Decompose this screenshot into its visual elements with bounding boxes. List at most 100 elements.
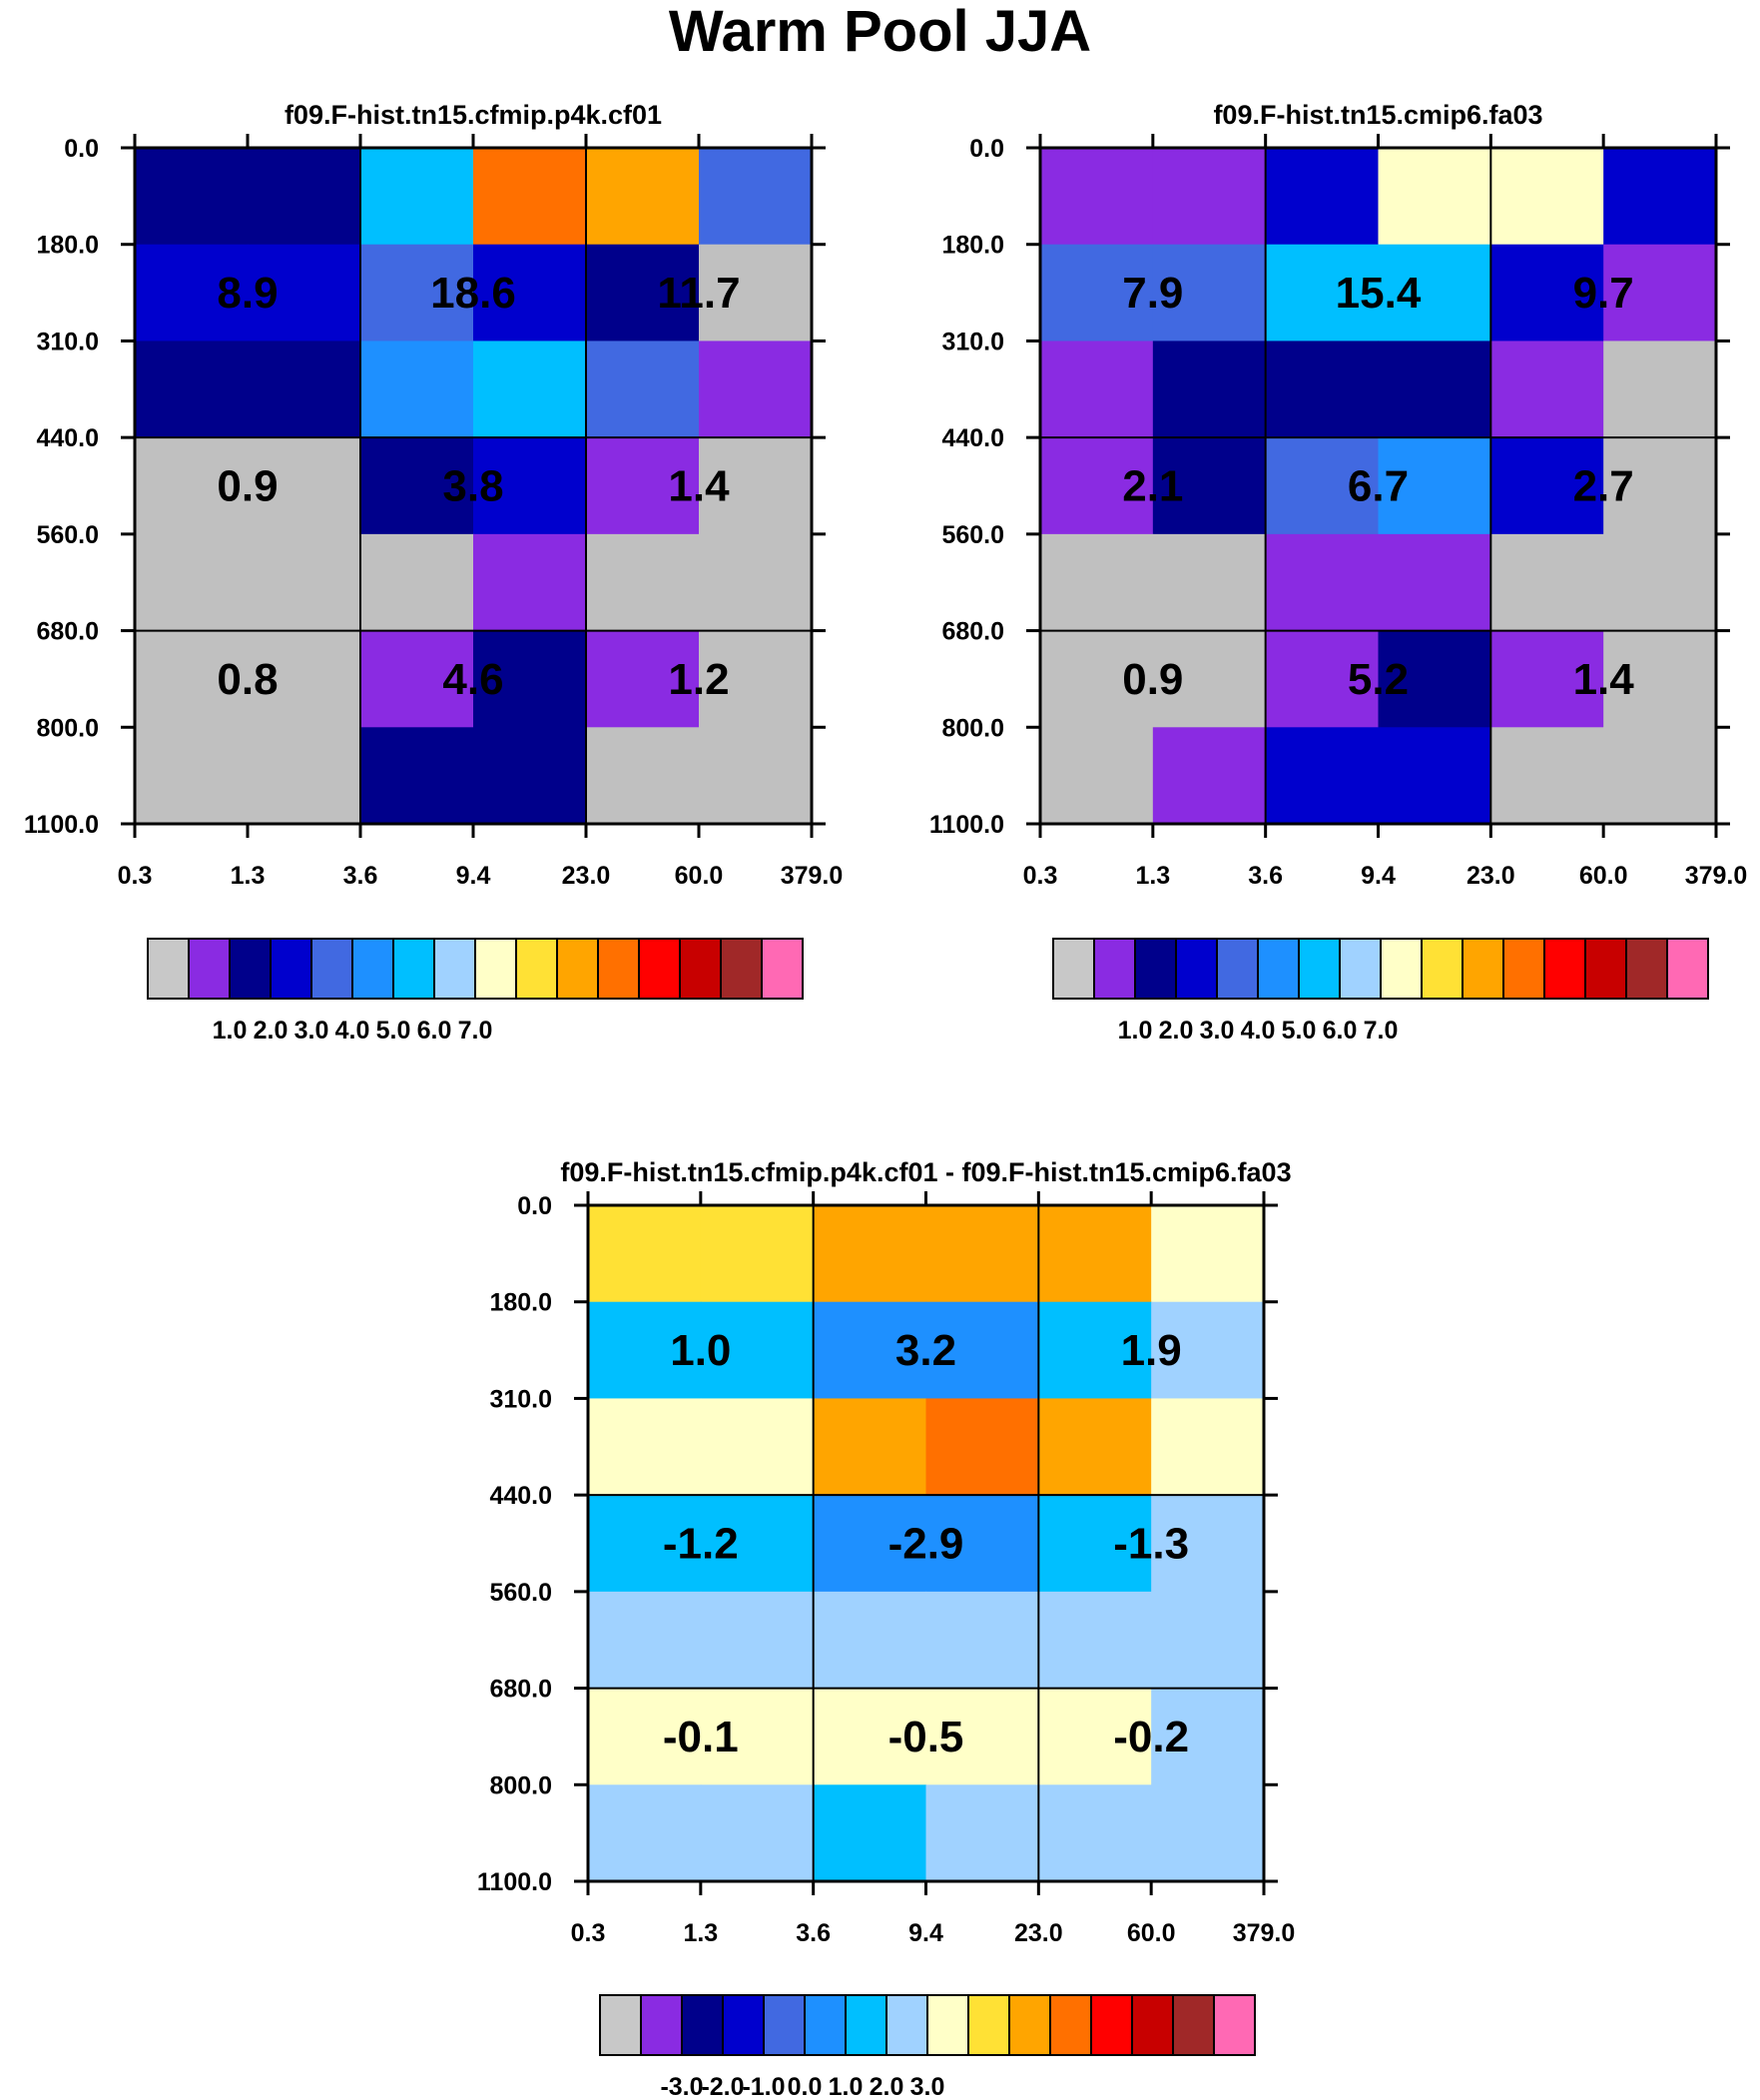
- colorbar-swatch: [1093, 938, 1136, 1000]
- heatmap-cell-r2-c5: [699, 341, 813, 438]
- heatmap-cell-r4-c2: [360, 533, 474, 632]
- heatmap-cell-r2-c3: [1378, 341, 1491, 438]
- y-tick-label: 0.0: [969, 135, 1004, 163]
- colorbar-swatch: [1462, 938, 1504, 1000]
- cell-value-label: -0.2: [1113, 1713, 1189, 1761]
- cell-value-label: 0.9: [217, 462, 278, 511]
- colorbar-swatch: [474, 938, 517, 1000]
- heatmap-cell-r5-c1: [1152, 630, 1267, 728]
- heatmap-cell-r0-c4: [1038, 1205, 1152, 1303]
- heatmap-cell-r2-c2: [813, 1398, 927, 1496]
- heatmap-cell-r5-c4: [586, 630, 700, 728]
- heatmap-cell-r1-c2: [360, 244, 474, 343]
- cell-value-label: 11.7: [657, 269, 740, 318]
- heatmap-cell-r6-c0: [588, 1784, 702, 1882]
- heatmap-cell-r1-c5: [1151, 1301, 1265, 1400]
- x-tick-label: 0.3: [571, 1919, 606, 1947]
- colorbar-label: -2.0: [701, 2073, 744, 2100]
- heatmap-cell-r2-c0: [588, 1398, 702, 1496]
- colorbar-label: 3.0: [294, 1017, 329, 1045]
- cell-value-label: 0.8: [217, 655, 278, 704]
- heatmap-cell-r5-c0: [135, 630, 249, 728]
- colorbar-label: 6.0: [417, 1017, 452, 1045]
- heatmap-cell-r5-c4: [1490, 630, 1604, 728]
- heatmap-cell-r2-c0: [135, 341, 249, 438]
- heatmap-cell-r0-c0: [1040, 148, 1154, 246]
- heatmap-cell-r6-c2: [1265, 727, 1380, 825]
- colorbar-swatch: [1666, 938, 1709, 1000]
- heatmap-cell-r2-c3: [473, 341, 587, 438]
- heatmap-cell-r0-c5: [1151, 1205, 1265, 1303]
- heatmap-cell-r4-c5: [1151, 1591, 1265, 1690]
- y-tick-label: 180.0: [489, 1289, 552, 1317]
- heatmap-cell-r5-c5: [1603, 630, 1717, 728]
- y-tick-label: 440.0: [941, 424, 1004, 452]
- x-tick-label: 9.4: [456, 862, 491, 890]
- heatmap-cell-r1-c4: [586, 244, 700, 343]
- colorbar-swatch: [392, 938, 435, 1000]
- x-tick-label: 3.6: [1248, 862, 1283, 890]
- colorbar-swatch: [967, 1994, 1010, 2056]
- colorbar-swatch: [761, 938, 804, 1000]
- heatmap-cell-r0-c3: [925, 1205, 1039, 1303]
- x-tick-label: 1.3: [1135, 862, 1170, 890]
- colorbar-swatch: [597, 938, 640, 1000]
- heatmap-cell-r1-c2: [813, 1301, 927, 1400]
- heatmap-cell-r6-c5: [1603, 727, 1717, 825]
- colorbar-swatch: [270, 938, 312, 1000]
- heatmap-cell-r6-c3: [925, 1784, 1039, 1882]
- heatmap-cell-r6-c0: [135, 727, 249, 825]
- y-tick-label: 800.0: [489, 1771, 552, 1799]
- heatmap-cell-r4-c2: [1265, 533, 1380, 632]
- colorbar-swatch: [1502, 938, 1545, 1000]
- colorbar-label: 1.0: [829, 2073, 864, 2100]
- colorbar-swatch: [763, 1994, 806, 2056]
- y-tick-label: 1100.0: [24, 811, 99, 839]
- heatmap-cell-r2-c4: [586, 341, 700, 438]
- heatmap-cell-r1-c1: [248, 244, 361, 343]
- heatmap-cell-r6-c5: [1151, 1784, 1265, 1882]
- colorbar-label: 7.0: [458, 1017, 493, 1045]
- colorbar-swatch: [1090, 1994, 1133, 2056]
- heatmap-cell-r3-c0: [588, 1495, 702, 1593]
- y-tick-label: 180.0: [36, 232, 99, 260]
- heatmap-cell-r3-c4: [586, 437, 700, 535]
- heatmap-cell-r0-c5: [699, 148, 813, 246]
- colorbar-swatch: [1131, 1994, 1174, 2056]
- colorbar-swatch: [720, 938, 763, 1000]
- colorbar-label: 1.0: [1118, 1017, 1153, 1045]
- heatmap-cell-r3-c2: [813, 1495, 927, 1593]
- heatmap-cell-r4-c3: [925, 1591, 1039, 1690]
- heatmap-cell-r6-c4: [1038, 1784, 1152, 1882]
- heatmap-cell-r6-c4: [1490, 727, 1604, 825]
- heatmap-cell-r3-c0: [1040, 437, 1154, 535]
- colorbar-swatch: [926, 1994, 969, 2056]
- colorbar-label: 3.0: [910, 2073, 945, 2100]
- y-tick-label: 310.0: [941, 328, 1004, 355]
- heatmap-cell-r5-c1: [700, 1688, 815, 1785]
- heatmap-cell-r3-c4: [1038, 1495, 1152, 1593]
- y-tick-label: 680.0: [36, 618, 99, 646]
- colorbar-swatch: [1213, 1994, 1256, 2056]
- heatmap-cell-r6-c3: [473, 727, 587, 825]
- heatmap-cell-r1-c2: [1265, 244, 1380, 343]
- heatmap-cell-r3-c5: [1603, 437, 1717, 535]
- colorbar-swatch: [1134, 938, 1177, 1000]
- colorbar-swatch: [1339, 938, 1382, 1000]
- cell-value-label: -0.5: [888, 1713, 964, 1761]
- heatmap-cell-r3-c1: [1152, 437, 1267, 535]
- heatmap-cell-r2-c5: [1603, 341, 1717, 438]
- x-tick-label: 0.3: [118, 862, 153, 890]
- cell-value-label: 1.9: [1121, 1326, 1182, 1375]
- colorbar-swatch: [640, 1994, 683, 2056]
- heatmap-cell-r2-c1: [248, 341, 361, 438]
- heatmap-cell-r0-c4: [586, 148, 700, 246]
- heatmap-cell-r0-c2: [1265, 148, 1380, 246]
- cell-value-label: -0.1: [663, 1713, 739, 1761]
- cell-value-label: 1.2: [668, 655, 729, 704]
- x-tick-label: 0.3: [1023, 862, 1058, 890]
- cell-value-label: 5.2: [1348, 655, 1409, 704]
- heatmap-cell-r5-c1: [248, 630, 361, 728]
- cell-value-label: 6.7: [1348, 462, 1409, 511]
